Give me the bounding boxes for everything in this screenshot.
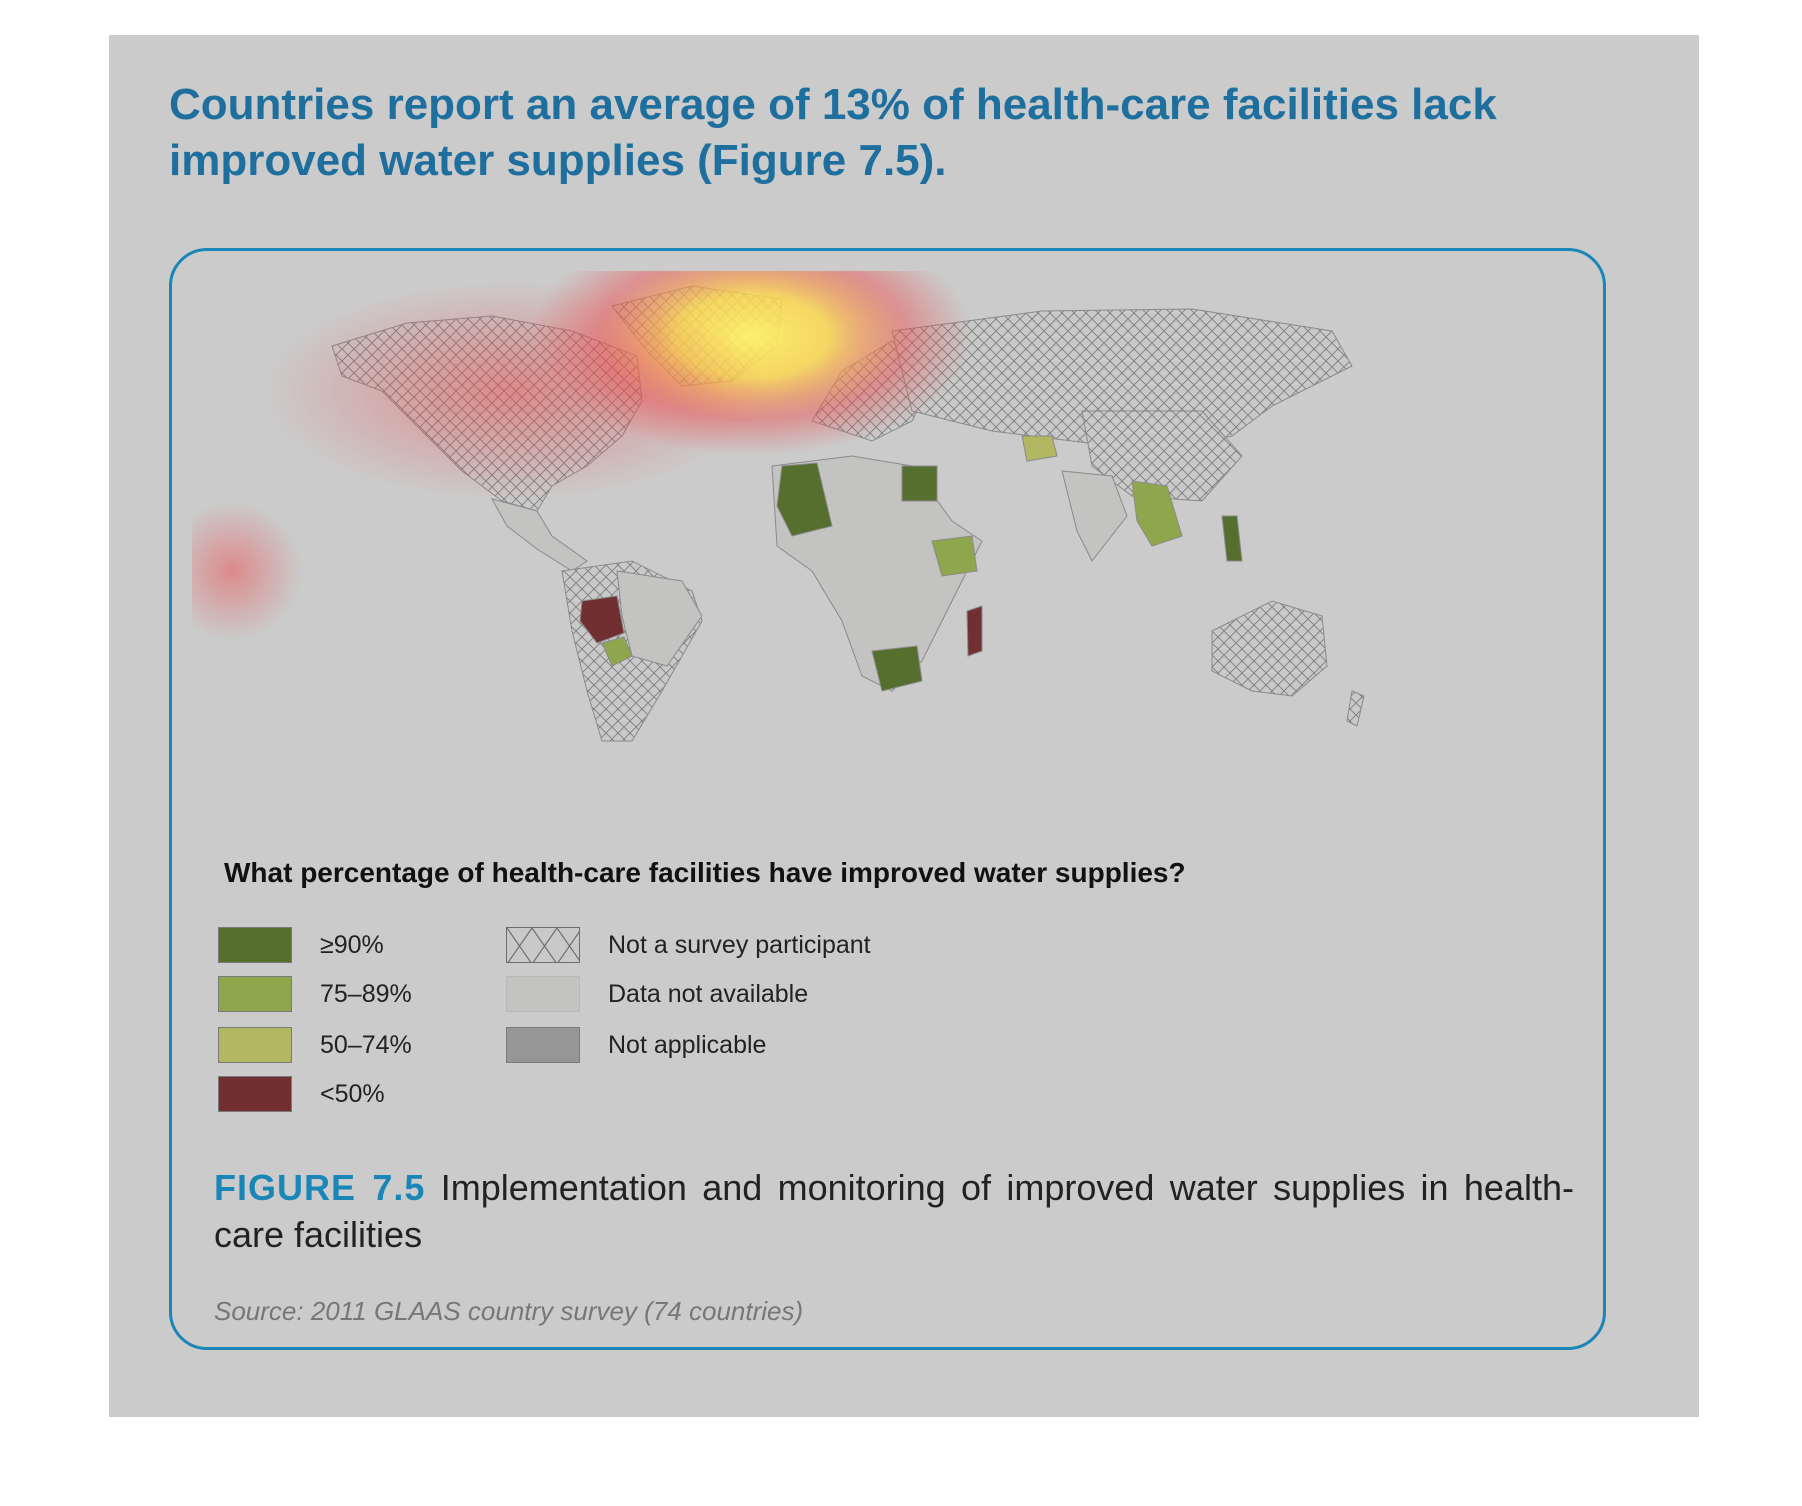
philippines-region [1221, 515, 1243, 562]
china-region [1081, 410, 1243, 502]
heatmap-hotspot [262, 281, 762, 501]
caption-text: Implementation and monitoring of improve… [214, 1167, 1574, 1255]
northwest-africa-region [776, 462, 833, 537]
egypt-region [901, 465, 938, 502]
brazil-region [616, 570, 703, 667]
legend-item-data-not-available: Data not available [506, 976, 808, 1012]
southeast-asia-region [1131, 480, 1183, 547]
india-region [1061, 470, 1128, 562]
new-zealand-region [1346, 690, 1365, 727]
russia-asia-region [891, 308, 1353, 452]
paraguay-region [601, 636, 633, 667]
legend-label: 75–89% [320, 979, 412, 1008]
world-map [192, 271, 1365, 742]
legend-label: Not a survey participant [608, 930, 871, 959]
madagascar-region [966, 605, 983, 657]
legend-swatch [218, 976, 292, 1012]
heatmap-hotspot [192, 501, 302, 641]
legend-item-below-50: <50% [218, 1076, 385, 1112]
legend-label: 50–74% [320, 1030, 412, 1059]
legend-swatch [218, 1027, 292, 1063]
legend-swatch [218, 1076, 292, 1112]
legend-swatch [506, 1027, 580, 1063]
content-panel: Countries report an average of 13% of he… [109, 35, 1699, 1417]
legend-title: What percentage of health-care facilitie… [224, 857, 1186, 888]
legend-item-90-plus: ≥90% [218, 927, 384, 963]
legend-label: <50% [320, 1079, 385, 1108]
legend-label: ≥90% [320, 930, 384, 959]
legend-item-50-74: 50–74% [218, 1027, 412, 1063]
bolivia-region [579, 595, 625, 644]
legend-item-not-participant: Not a survey participant [506, 927, 871, 963]
australia-region [1211, 600, 1328, 697]
afghanistan-region [1021, 435, 1058, 462]
legend-swatch [506, 927, 580, 963]
page-headline: Countries report an average of 13% of he… [169, 80, 1497, 185]
mexico-region [490, 498, 588, 572]
legend-label: Not applicable [608, 1030, 767, 1059]
legend-item-not-applicable: Not applicable [506, 1027, 766, 1063]
figure-caption: FIGURE 7.5 Implementation and monitoring… [214, 1164, 1574, 1258]
figure-label: FIGURE 7.5 [214, 1167, 426, 1208]
legend-item-75-89: 75–89% [218, 976, 412, 1012]
figure-card: What percentage of health-care facilitie… [169, 248, 1606, 1350]
legend-swatch [218, 927, 292, 963]
source-note: Source: 2011 GLAAS country survey (74 co… [214, 1296, 804, 1326]
ethiopia-region [931, 535, 978, 577]
south-africa-region [871, 645, 923, 692]
legend-label: Data not available [608, 979, 809, 1008]
legend-swatch [506, 976, 580, 1012]
